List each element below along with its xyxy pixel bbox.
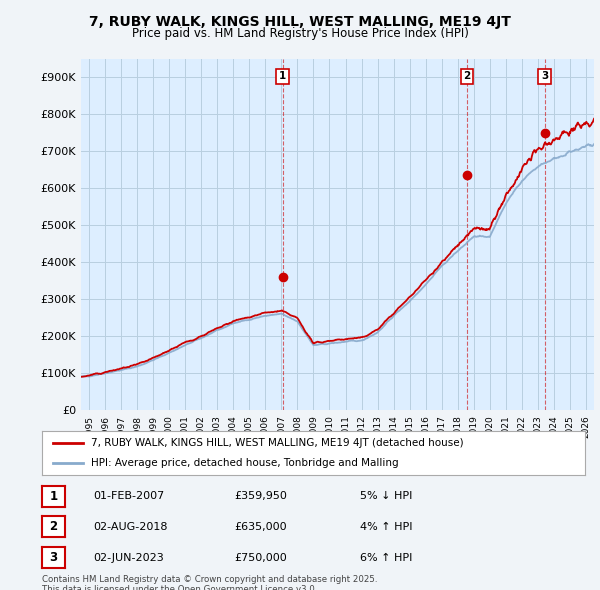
Text: 3: 3 xyxy=(541,71,548,81)
Text: HPI: Average price, detached house, Tonbridge and Malling: HPI: Average price, detached house, Tonb… xyxy=(91,458,398,467)
Text: 2: 2 xyxy=(49,520,58,533)
Text: 6% ↑ HPI: 6% ↑ HPI xyxy=(360,553,412,562)
Text: 5% ↓ HPI: 5% ↓ HPI xyxy=(360,491,412,501)
Text: 1: 1 xyxy=(49,490,58,503)
Text: 02-JUN-2023: 02-JUN-2023 xyxy=(93,553,164,562)
Text: 2: 2 xyxy=(463,71,470,81)
Text: Price paid vs. HM Land Registry's House Price Index (HPI): Price paid vs. HM Land Registry's House … xyxy=(131,27,469,40)
Text: 4% ↑ HPI: 4% ↑ HPI xyxy=(360,522,413,532)
Text: 02-AUG-2018: 02-AUG-2018 xyxy=(93,522,167,532)
Text: 1: 1 xyxy=(279,71,286,81)
Text: £359,950: £359,950 xyxy=(234,491,287,501)
Text: 01-FEB-2007: 01-FEB-2007 xyxy=(93,491,164,501)
Text: 3: 3 xyxy=(49,551,58,564)
Text: £750,000: £750,000 xyxy=(234,553,287,562)
Text: £635,000: £635,000 xyxy=(234,522,287,532)
Text: 7, RUBY WALK, KINGS HILL, WEST MALLING, ME19 4JT: 7, RUBY WALK, KINGS HILL, WEST MALLING, … xyxy=(89,15,511,29)
Text: 7, RUBY WALK, KINGS HILL, WEST MALLING, ME19 4JT (detached house): 7, RUBY WALK, KINGS HILL, WEST MALLING, … xyxy=(91,438,463,448)
Text: Contains HM Land Registry data © Crown copyright and database right 2025.
This d: Contains HM Land Registry data © Crown c… xyxy=(42,575,377,590)
